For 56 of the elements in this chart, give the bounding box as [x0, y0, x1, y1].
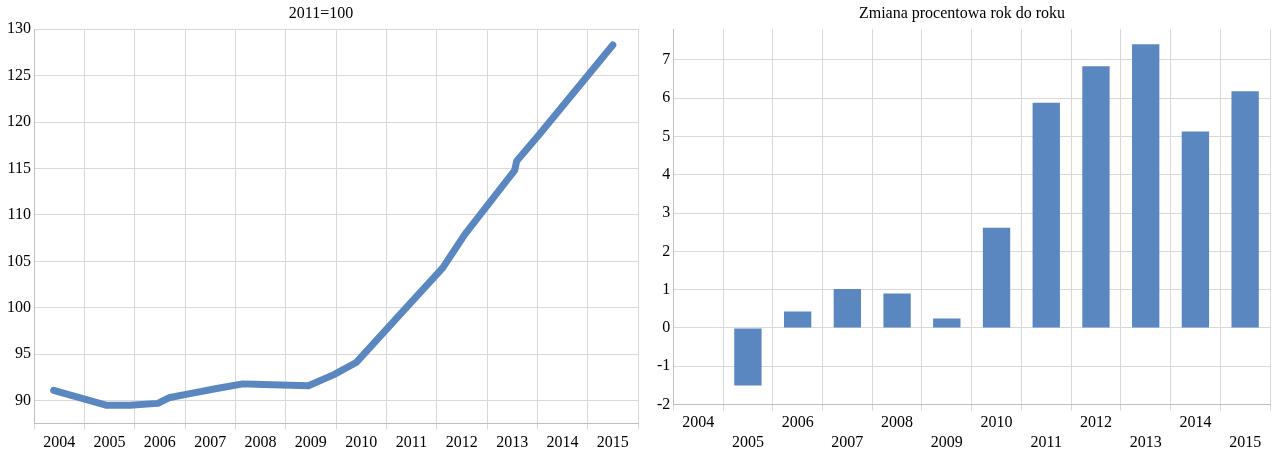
x-tick-label: 2010 [980, 413, 1013, 431]
y-tick-label: 3 [662, 203, 671, 221]
x-tick-label: 2009 [294, 432, 327, 450]
x-tick-label: 2010 [345, 432, 378, 450]
x-tick-label: 2004 [43, 432, 76, 450]
y-tick-label: 110 [7, 205, 31, 223]
x-tick-label: 2014 [546, 432, 579, 450]
x-tick-label: 2014 [1179, 413, 1212, 431]
bar [1231, 91, 1259, 328]
y-tick-label: 90 [15, 390, 31, 408]
y-tick-label: 0 [662, 318, 671, 336]
x-tick-label: 2013 [1129, 432, 1162, 450]
x-tick-label: 2006 [143, 432, 176, 450]
x-tick-label: 2005 [93, 432, 126, 450]
bar [734, 328, 762, 386]
x-tick-label: 2011 [395, 432, 428, 450]
y-tick-label: -2 [657, 394, 671, 412]
bar [783, 311, 812, 328]
x-tick-label: 2013 [496, 432, 529, 450]
y-tick-label: 5 [662, 126, 671, 144]
bar [982, 227, 1011, 328]
bar [1132, 44, 1160, 328]
y-tick-label: 115 [7, 158, 31, 176]
bar [833, 288, 862, 328]
chart-title: 2011=100 [288, 3, 354, 21]
x-tick-label: 2005 [731, 432, 764, 450]
y-tick-label: 1 [662, 279, 671, 297]
y-tick-label: 125 [7, 65, 31, 83]
x-tick-label: 2004 [682, 413, 715, 431]
x-tick-label: 2012 [445, 432, 478, 450]
bar [883, 293, 911, 328]
x-tick-label: 2011 [1030, 432, 1062, 450]
y-tick-label: 4 [662, 164, 671, 182]
x-tick-label: 2006 [781, 413, 814, 431]
bar [933, 318, 961, 328]
chart-title: Zmiana procentowa rok do roku [858, 3, 1066, 22]
bar [1082, 66, 1110, 328]
y-tick-label: 7 [662, 50, 671, 68]
y-tick-label: 6 [662, 88, 671, 106]
x-tick-label: 2007 [831, 432, 864, 450]
y-tick-label: 95 [15, 344, 31, 362]
bar [1032, 102, 1060, 328]
y-tick-label: -1 [657, 356, 671, 374]
y-tick-label: 130 [7, 19, 31, 37]
y-tick-label: 105 [7, 251, 31, 269]
x-tick-label: 2008 [244, 432, 277, 450]
bar [1181, 131, 1210, 328]
y-tick-label: 120 [7, 112, 31, 130]
x-tick-label: 2007 [194, 432, 227, 450]
x-tick-label: 2012 [1079, 413, 1112, 431]
x-tick-label: 2015 [1229, 432, 1262, 450]
x-tick-label: 2015 [596, 432, 629, 450]
y-tick-label: 100 [7, 297, 31, 315]
x-tick-label: 2008 [881, 413, 914, 431]
x-tick-label: 2009 [930, 432, 963, 450]
y-tick-label: 2 [662, 241, 671, 259]
